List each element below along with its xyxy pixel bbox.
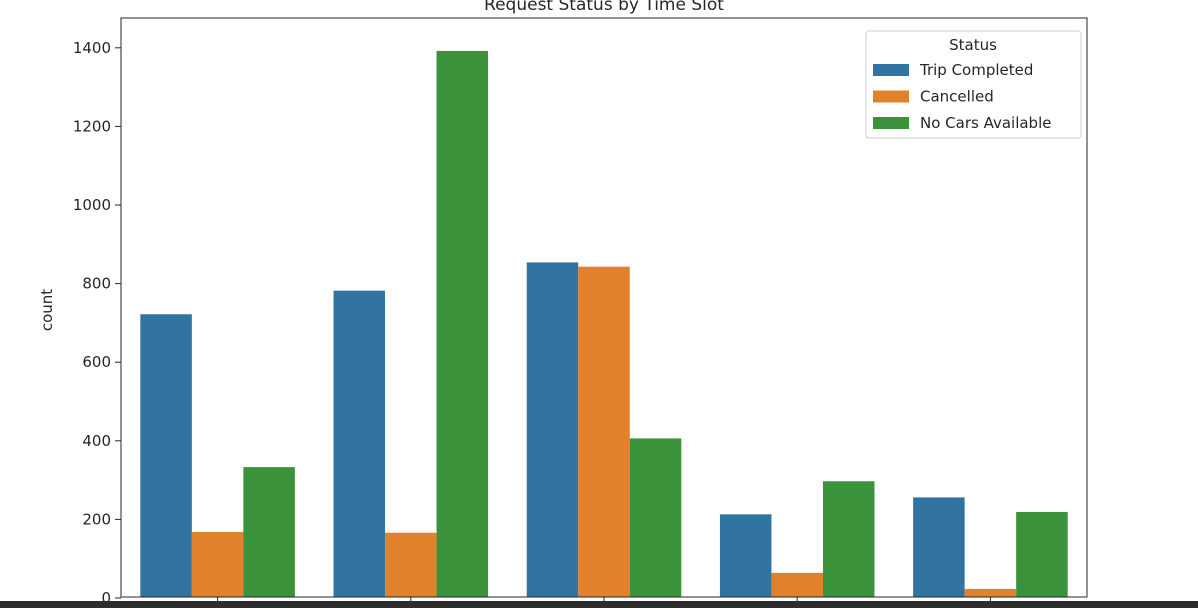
bars-layer — [140, 50, 1068, 597]
bar-trip-completed-5 — [913, 497, 965, 597]
bar-trip-completed-2 — [333, 290, 386, 597]
legend-swatch-cancelled — [873, 90, 909, 103]
bar-trip-completed-3 — [526, 262, 579, 597]
y-tick-label-1200: 1200 — [73, 117, 111, 135]
bar-cancelled-4 — [771, 572, 823, 597]
y-tick-label-0: 0 — [101, 589, 111, 607]
y-tick-label-1400: 1400 — [73, 39, 111, 57]
bar-no-cars-available-4 — [822, 481, 875, 597]
y-tick-label-1000: 1000 — [73, 196, 111, 214]
legend: Status Trip Completed Cancelled No Cars Av… — [865, 30, 1082, 139]
bar-no-cars-available-3 — [629, 438, 682, 597]
bar-no-cars-available-1 — [243, 467, 295, 597]
bar-cancelled-2 — [385, 532, 437, 597]
bar-cancelled-1 — [191, 531, 244, 597]
y-tick-label-600: 600 — [82, 353, 111, 371]
legend-title: Status — [949, 36, 997, 54]
legend-label-cancelled: Cancelled — [920, 88, 994, 106]
bar-cancelled-5 — [964, 588, 1017, 597]
legend-label-no-cars-available: No Cars Available — [920, 114, 1051, 132]
plot-frame — [120, 17, 1088, 598]
bar-no-cars-available-5 — [1016, 511, 1068, 597]
y-axis: 0 200 400 600 800 1000 1200 1400 — [73, 39, 121, 607]
legend-swatch-no-cars-available — [873, 117, 909, 129]
bar-cancelled-3 — [578, 266, 630, 597]
y-tick-label-800: 800 — [82, 275, 111, 293]
y-tick-label-200: 200 — [82, 510, 111, 528]
bar-no-cars-available-2 — [436, 50, 489, 597]
y-tick-label-400: 400 — [82, 432, 111, 450]
legend-frame — [865, 30, 1082, 139]
y-axis-label: count — [38, 289, 56, 331]
chart-title: Request Status by Time Slot — [484, 0, 724, 15]
bar-trip-completed-4 — [719, 514, 772, 597]
bottom-edge-bar — [0, 601, 1198, 608]
legend-entries: Trip Completed Cancelled No Cars Available — [873, 61, 1051, 132]
legend-swatch-trip-completed — [873, 64, 909, 76]
legend-label-trip-completed: Trip Completed — [919, 61, 1033, 79]
bar-trip-completed-1 — [140, 314, 192, 597]
